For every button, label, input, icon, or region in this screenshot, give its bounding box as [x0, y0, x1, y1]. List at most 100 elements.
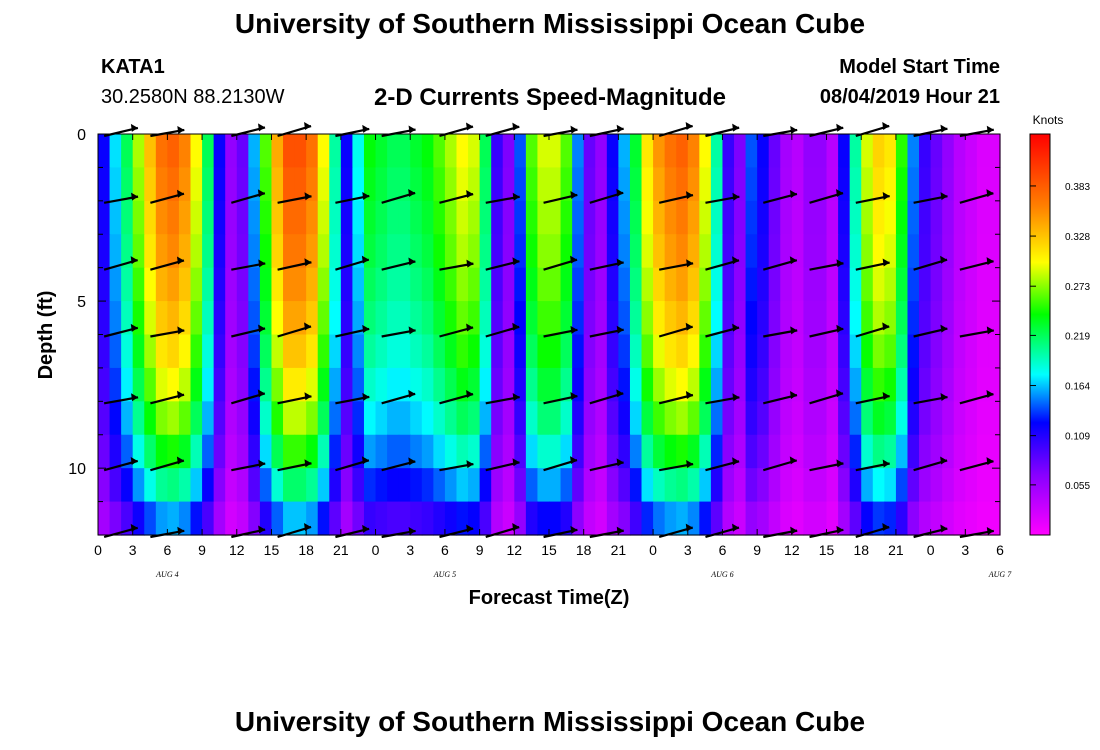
heatmap: [98, 134, 1001, 536]
heatmap-cell: [329, 234, 342, 269]
heatmap-cell: [988, 134, 1001, 169]
heatmap-cell: [768, 334, 781, 369]
heatmap-cell: [155, 401, 168, 436]
heatmap-cell: [895, 134, 909, 169]
heatmap-cell: [225, 200, 238, 235]
heatmap-cell: [768, 234, 781, 269]
heatmap-cell: [340, 234, 354, 269]
colorbar-tick-label: 0.273: [1065, 282, 1090, 293]
heatmap-cell: [942, 167, 955, 202]
heatmap-cell: [283, 468, 296, 503]
x-tick-label: 15: [541, 542, 557, 558]
heatmap-cell: [884, 434, 897, 469]
heatmap-cell: [745, 167, 758, 202]
heatmap-cell: [537, 234, 550, 269]
heatmap-cell: [167, 134, 180, 169]
colorbar-gradient: [1029, 133, 1051, 536]
heatmap-cell: [849, 200, 862, 235]
heatmap-cell: [907, 167, 920, 202]
heatmap-cell: [953, 334, 966, 369]
heatmap-cell: [699, 501, 712, 536]
heatmap-cell: [861, 200, 874, 235]
heatmap-cell: [225, 267, 238, 302]
heatmap-cell: [942, 434, 955, 469]
heatmap-cell: [572, 434, 585, 469]
current-vector-arrow: [439, 259, 474, 271]
heatmap-cell: [629, 367, 643, 402]
heatmap-cell: [375, 267, 388, 302]
heatmap-cell: [849, 501, 862, 536]
heatmap-cell: [317, 367, 330, 402]
heatmap-cell: [502, 200, 515, 235]
current-vector-arrow: [150, 125, 185, 138]
heatmap-cell: [664, 234, 677, 269]
heatmap-cell: [491, 401, 504, 436]
heatmap-cell: [965, 234, 978, 269]
heatmap-cell: [213, 434, 226, 469]
heatmap-cell: [722, 501, 735, 536]
heatmap-cell: [826, 200, 839, 235]
heatmap-cell: [687, 367, 700, 402]
heatmap-cell: [121, 468, 134, 503]
heatmap-cell: [514, 167, 527, 202]
heatmap-cell: [745, 401, 758, 436]
heatmap-cell: [514, 468, 527, 503]
heatmap-cell: [363, 167, 377, 202]
heatmap-cell: [965, 134, 978, 169]
heatmap-cell: [213, 401, 226, 436]
heatmap-cell: [919, 468, 932, 503]
heatmap-cell: [375, 134, 388, 169]
heatmap-cell: [167, 434, 180, 469]
heatmap-cell: [398, 334, 411, 369]
current-vector-arrow: [103, 323, 139, 338]
current-vector-arrow: [485, 458, 520, 472]
heatmap-cell: [745, 301, 758, 336]
heatmap-cell: [190, 401, 203, 436]
heatmap-cell: [745, 468, 758, 503]
heatmap-cell: [259, 367, 273, 402]
current-vector-arrow: [335, 255, 370, 271]
heatmap-cell: [641, 401, 654, 436]
heatmap-cell: [155, 267, 168, 302]
heatmap-cell: [780, 167, 793, 202]
heatmap-cell: [98, 301, 111, 336]
colorbar: Knots 0.383 0.328 0.273 0.219 0.164 0.109 0.05…: [1029, 113, 1090, 536]
heatmap-cell: [780, 134, 793, 169]
heatmap-cell: [895, 401, 909, 436]
heatmap-cell: [456, 167, 469, 202]
heatmap-cell: [283, 367, 296, 402]
heatmap-cell: [549, 301, 562, 336]
heatmap-cell: [352, 134, 365, 169]
current-vector-arrow: [659, 259, 694, 271]
heatmap-cell: [121, 501, 134, 536]
heatmap-cell: [930, 334, 943, 369]
heatmap-cell: [468, 200, 481, 235]
heatmap-cell: [664, 334, 677, 369]
heatmap-cell: [271, 334, 284, 369]
heatmap-cell: [953, 367, 966, 402]
heatmap-cell: [514, 334, 527, 369]
heatmap-cell: [190, 501, 203, 536]
heatmap-cell: [838, 468, 851, 503]
heatmap-cell: [317, 501, 330, 536]
heatmap-cell: [167, 501, 180, 536]
heatmap-cell: [988, 234, 1001, 269]
heatmap-cell: [444, 367, 458, 402]
heatmap-cell: [734, 301, 747, 336]
current-vector-arrow: [589, 124, 624, 138]
x-tick-label: 9: [753, 542, 761, 558]
heatmap-cell: [444, 501, 458, 536]
heatmap-cell: [421, 434, 434, 469]
heatmap-cell: [121, 234, 134, 269]
heatmap-cell: [560, 334, 573, 369]
current-vector-arrow: [150, 256, 185, 271]
heatmap-cell: [676, 401, 689, 436]
heatmap-cell: [814, 134, 828, 169]
heatmap-cell: [895, 234, 909, 269]
heatmap-cell: [317, 434, 330, 469]
heatmap-cell: [861, 501, 874, 536]
heatmap-cell: [144, 367, 157, 402]
heatmap-cell: [202, 234, 215, 269]
heatmap-cell: [872, 167, 885, 202]
heatmap-cell: [144, 334, 157, 369]
